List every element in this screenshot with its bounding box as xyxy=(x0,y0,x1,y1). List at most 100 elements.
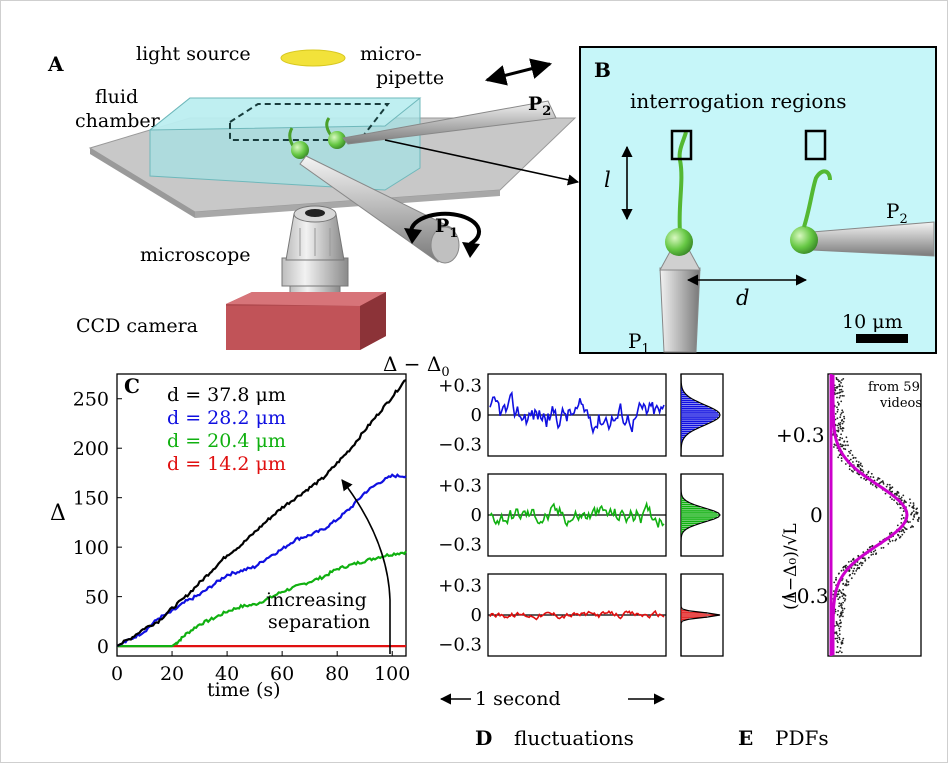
ccd-camera-icon xyxy=(226,292,386,350)
pdf-scatter-point xyxy=(853,567,856,570)
pdf-scatter-point xyxy=(852,457,855,459)
fluctuation-trace xyxy=(489,500,665,528)
pdf-scatter-point xyxy=(839,385,842,387)
pdf-scatter-point xyxy=(872,550,875,553)
chart-c-annotation-line2: separation xyxy=(268,611,370,633)
pdf-scatter-point xyxy=(851,572,854,575)
pdf-scatter-point xyxy=(841,379,843,381)
pdf-scatter-point xyxy=(899,535,902,538)
pdf-scatter-point xyxy=(841,609,844,612)
light-source-label: light source xyxy=(136,43,251,65)
pdf-scatter-point xyxy=(896,503,899,506)
pdf-scatter-point xyxy=(836,595,838,597)
double-arrow-icon xyxy=(484,58,553,86)
pdf-scatter-point xyxy=(841,437,844,440)
fluctuation-trace xyxy=(489,609,665,621)
pdf-scatter-point xyxy=(838,605,840,608)
pdf-scatter-point xyxy=(838,627,841,630)
pdf-scatter-point xyxy=(903,531,906,534)
pdf-scatter-point xyxy=(839,646,842,649)
pdf-scatter-point xyxy=(852,470,854,473)
pdf-scatter-point xyxy=(849,458,852,461)
pdf-scatter-point xyxy=(880,547,883,549)
pdf-scatter-point xyxy=(844,463,847,465)
pdf-scatter-point xyxy=(839,619,842,622)
pdf-scatter-point xyxy=(840,419,843,422)
pdf-scatter-point xyxy=(839,425,842,428)
pdf-scatter-point xyxy=(839,416,842,419)
interrogation-label: interrogation regions xyxy=(630,89,847,113)
pdf-scatter-point xyxy=(891,486,894,489)
chart-c-ytick-label: 250 xyxy=(73,389,109,411)
pdf-scatter-point xyxy=(911,525,913,528)
pdf-scatter-point xyxy=(872,553,874,556)
pdf-scatter-point xyxy=(896,492,899,494)
pdf-scatter-point xyxy=(902,494,905,497)
pdf-scatter-point xyxy=(858,466,860,468)
pdf-scatter-point xyxy=(841,595,844,598)
pdf-scatter-point xyxy=(841,390,844,393)
chart-c-xtick-label: 0 xyxy=(111,663,123,685)
panel-c-chart: 0 20 40 60 80 100 0 50 100 150 200 250 C Δ time (s)… xyxy=(50,373,411,701)
pdf-scatter-point xyxy=(839,395,842,397)
pdf-scatter-point xyxy=(855,460,858,463)
pdf-scatter-point xyxy=(864,559,867,561)
pdf-scatter-point xyxy=(856,465,859,468)
pdf-scatter-point xyxy=(850,560,853,563)
pdf-scatter-point xyxy=(836,424,839,427)
pdf-scatter-point xyxy=(870,472,873,475)
rotation-arrow-head-1 xyxy=(404,228,422,244)
pdf-scatter-point xyxy=(894,539,897,542)
pdf-scatter-point xyxy=(842,447,845,450)
pipette-p1-end xyxy=(430,226,460,264)
micro-label: micro- xyxy=(360,43,422,65)
pdf-scatter-point xyxy=(840,642,843,645)
pdf-scatter-point xyxy=(862,471,865,473)
pdf-scatter-point xyxy=(839,625,842,628)
chart-c-legend-entry: d = 14.2 μm xyxy=(167,453,286,475)
p2-label-b: P2 xyxy=(886,199,908,227)
panel-e-tick-top: +0.3 xyxy=(776,423,825,447)
chart-c-ticks: 0 20 40 60 80 100 0 50 100 150 200 250 xyxy=(73,389,411,685)
pdf-scatter-point xyxy=(840,381,842,384)
pdf-scatter-point xyxy=(837,429,840,431)
pdf-scatter-point xyxy=(861,465,864,468)
fluctuation-trace xyxy=(489,390,665,436)
chart-c-legend-entry: d = 28.2 μm xyxy=(167,407,286,429)
pdf-scatter-point xyxy=(858,562,861,565)
pdf-scatter-point xyxy=(847,583,850,586)
pdf-scatter-point xyxy=(836,640,839,642)
pdf-scatter-point xyxy=(840,388,843,391)
panel-e-tick-mid: 0 xyxy=(810,503,823,527)
pdf-scatter-point xyxy=(857,473,860,476)
pdf-scatter-point xyxy=(856,472,859,474)
pdf-scatter-point xyxy=(855,570,858,572)
chart-c-ytick-label: 50 xyxy=(85,587,109,609)
pdf-scatter-point xyxy=(857,461,860,463)
pdf-scatter-point xyxy=(835,631,838,634)
pdf-scatter-point xyxy=(872,476,875,479)
fluctuation-tick-label: −0.3 xyxy=(438,534,482,555)
pdf-scatter-point xyxy=(851,454,854,456)
pdf-scatter-point xyxy=(865,479,867,481)
pdf-scatter-point xyxy=(837,430,840,433)
pdf-scatter-point xyxy=(912,505,915,508)
pdf-scatter-point xyxy=(853,573,856,575)
pdf-scatter-point xyxy=(884,492,887,495)
pdf-scatter-point xyxy=(841,422,844,425)
pdf-scatter-point xyxy=(839,650,841,652)
stage-side xyxy=(90,148,195,218)
pdf-scatter-point xyxy=(842,637,845,640)
pdf-scatter-point xyxy=(895,538,898,541)
pdf-scatter-point xyxy=(917,517,920,520)
pdf-scatter-point xyxy=(900,496,903,499)
pdf-scatter-point xyxy=(839,596,841,598)
pdf-scatter-point xyxy=(847,444,849,447)
pdf-scatter-point xyxy=(837,641,839,644)
pdf-scatter-point xyxy=(846,580,848,583)
pdf-scatter-point xyxy=(838,638,841,641)
panel-d-letter: D xyxy=(475,726,492,750)
pdf-scatter-point xyxy=(840,457,843,460)
pdf-scatter-point xyxy=(836,637,839,640)
pdf-scatter-point xyxy=(841,444,844,446)
